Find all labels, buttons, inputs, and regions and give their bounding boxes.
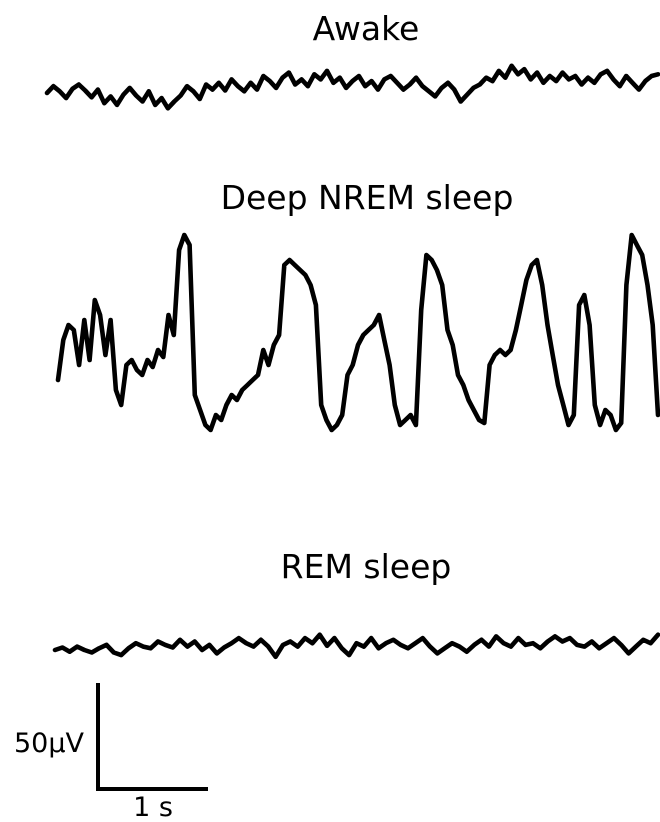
rem-trace <box>52 632 660 660</box>
scale-bar: 50μV 1 s <box>14 683 208 822</box>
awake-title: Awake <box>313 9 420 48</box>
rem-title: REM sleep <box>281 547 452 586</box>
deep-nrem-title: Deep NREM sleep <box>221 178 514 217</box>
traces <box>44 63 660 660</box>
awake-trace <box>44 63 660 111</box>
amplitude-scale-label: 50μV <box>14 728 85 759</box>
time-scale-label: 1 s <box>133 792 173 822</box>
deep-nrem-trace <box>55 232 660 433</box>
